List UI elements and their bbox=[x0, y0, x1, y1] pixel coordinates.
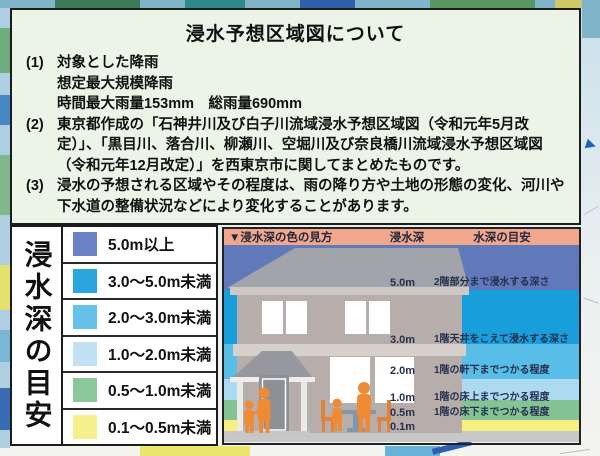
window bbox=[345, 301, 366, 334]
legend-label: 2.0～3.0m未満 bbox=[108, 310, 212, 328]
color-swatch bbox=[73, 232, 97, 257]
legend-row: 1.0～2.0m未満 bbox=[63, 337, 216, 373]
column-header-depth: 浸水深 bbox=[389, 232, 425, 244]
legend-rows: 5.0m以上 3.0～5.0m未満 2.0～3.0m未満 1.0～2.0m未満 … bbox=[63, 227, 216, 444]
legend-row: 3.0～5.0m未満 bbox=[63, 264, 216, 300]
color-swatch bbox=[73, 305, 97, 330]
depth-label: 0.1m bbox=[390, 421, 416, 433]
map-water-patch bbox=[185, 0, 245, 8]
map-river-patch bbox=[0, 388, 10, 430]
window bbox=[262, 301, 283, 334]
map-green-patch bbox=[0, 155, 10, 215]
note-text: 想定最大規模降雨 bbox=[57, 75, 173, 92]
people-figures bbox=[244, 382, 371, 433]
house-illustration bbox=[227, 248, 469, 437]
map-blue-patch bbox=[0, 330, 10, 362]
guide-header-title: ▼浸水深の色の見方 bbox=[229, 232, 333, 244]
color-swatch bbox=[73, 414, 97, 439]
window bbox=[286, 301, 307, 334]
ground-strip bbox=[224, 431, 579, 442]
color-swatch bbox=[73, 378, 97, 403]
note-number: (2) bbox=[26, 116, 44, 133]
map-road-patch bbox=[300, 0, 355, 8]
legend-row: 5.0m以上 bbox=[63, 227, 216, 264]
map-arrow-marker bbox=[584, 138, 598, 152]
depth-description: 1階天井をこえて浸水する深さ bbox=[434, 334, 570, 345]
map-green-patch bbox=[0, 28, 10, 73]
column-header-guide: 水深の目安 bbox=[473, 232, 531, 244]
map-teal-patch bbox=[582, 0, 600, 38]
note-number: (1) bbox=[26, 55, 44, 71]
note-text: 浸水の予想される区域やその程度は、雨の降り方や土地の形態の変化、河川や下水道の整… bbox=[57, 178, 565, 215]
legend-row: 0.5～1.0m未満 bbox=[63, 373, 216, 410]
legend-label: 3.0～5.0m未満 bbox=[108, 273, 212, 291]
note-text: 東京都作成の「石神井川及び白子川流域浸水予想区域図（令和元年5月改定）」、「黒目… bbox=[57, 116, 543, 174]
depth-label: 2.0m bbox=[390, 365, 416, 377]
depth-description: 2階部分まで浸水する深さ bbox=[434, 277, 550, 288]
flood-info-panel: 浸水予想区域図について (1) 対象とした降雨 想定最大規模降雨 時間最大雨量1… bbox=[10, 8, 581, 225]
map-forest-patch bbox=[55, 0, 140, 8]
map-blue-patch bbox=[385, 446, 440, 456]
depth-label: 1.0m bbox=[390, 392, 416, 404]
legend-label: 1.0～2.0m未満 bbox=[108, 346, 212, 364]
map-contour-line bbox=[583, 297, 599, 304]
legend-vertical-title: 浸水深の目安 bbox=[12, 227, 63, 444]
map-yellow-patch bbox=[140, 446, 250, 456]
map-blue-patch bbox=[0, 95, 10, 125]
chair bbox=[321, 400, 391, 432]
depth-description: 1階の床上までつかる程度 bbox=[434, 392, 550, 403]
map-edge-left bbox=[0, 8, 10, 448]
depth-guide-panel: ▼浸水深の色の見方 浸水深 水深の目安 bbox=[222, 227, 581, 445]
color-swatch bbox=[73, 341, 97, 366]
porch-roof bbox=[232, 351, 313, 378]
note-text: 時間最大雨量153mm 総雨量690mm bbox=[57, 96, 302, 112]
panel-title: 浸水予想区域図について bbox=[185, 24, 406, 45]
legend-row: 2.0～3.0m未満 bbox=[63, 300, 216, 337]
depth-label: 0.5m bbox=[390, 407, 416, 419]
legend-row: 0.1～0.5m未満 bbox=[63, 410, 216, 445]
map-contour-line bbox=[560, 448, 590, 455]
depth-description: 1階の床下までつかる程度 bbox=[434, 407, 550, 418]
note-item-2: (2) 東京都作成の「石神井川及び白子川流域浸水予想区域図（令和元年5月改定）」… bbox=[26, 115, 565, 177]
legend-label: 0.5～1.0m未満 bbox=[108, 383, 212, 401]
house-roof bbox=[227, 248, 469, 288]
note-item-1: (1) 対象とした降雨 想定最大規模降雨 時間最大雨量153mm 総雨量690m… bbox=[26, 53, 565, 115]
depth-description: 1階の軒下までつかる程度 bbox=[434, 365, 550, 376]
guide-header: ▼浸水深の色の見方 浸水深 水深の目安 bbox=[224, 229, 579, 245]
note-item-3: (3) 浸水の予想される区域やその程度は、雨の降り方や土地の形態の変化、河川や下… bbox=[26, 176, 565, 217]
note-text: 対象とした降雨 bbox=[57, 55, 159, 71]
map-contour-line bbox=[583, 206, 599, 215]
window bbox=[369, 301, 390, 334]
table bbox=[336, 410, 376, 432]
map-green-patch bbox=[430, 0, 535, 8]
depth-label: 5.0m bbox=[390, 277, 416, 289]
depth-legend-box: 浸水深の目安 5.0m以上 3.0～5.0m未満 2.0～3.0m未満 1.0～… bbox=[10, 225, 218, 446]
legend-label: 0.1～0.5m未満 bbox=[108, 419, 212, 437]
map-yellow-patch bbox=[0, 265, 10, 310]
notes-list: (1) 対象とした降雨 想定最大規模降雨 時間最大雨量153mm 総雨量690m… bbox=[12, 53, 579, 217]
map-yellow-patch bbox=[555, 0, 600, 8]
color-swatch bbox=[73, 268, 97, 293]
depth-label: 3.0m bbox=[390, 334, 416, 346]
note-number: (3) bbox=[26, 178, 44, 194]
legend-label: 5.0m以上 bbox=[108, 237, 175, 255]
